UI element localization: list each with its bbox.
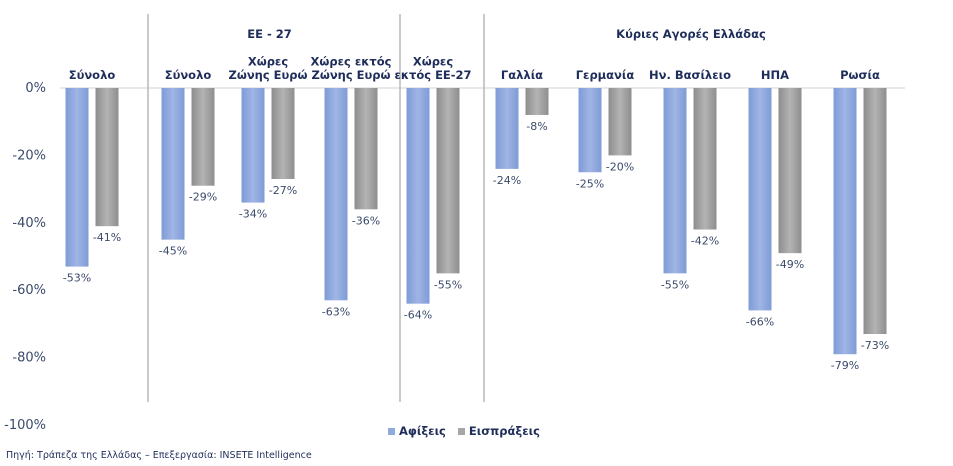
bar-arrivals: [324, 88, 348, 301]
category-label: Ην. Βασίλειο: [649, 68, 731, 82]
bar-arrivals: [663, 88, 687, 274]
data-label: -53%: [63, 272, 91, 285]
y-tick-label: -100%: [4, 418, 46, 433]
y-tick-label: -80%: [12, 351, 46, 366]
group-header: ΕΕ - 27: [247, 27, 292, 41]
legend-swatch-receipts: [457, 427, 465, 435]
category-label: Γαλλία: [501, 68, 543, 82]
legend-item-receipts: Εισπράξεις: [457, 424, 540, 438]
legend-swatch-arrivals: [388, 427, 395, 435]
bar-arrivals: [406, 88, 430, 304]
group-header: Κύριες Αγορές Ελλάδας: [616, 27, 766, 41]
category-label: Σύνολο: [165, 68, 212, 82]
bar-arrivals: [241, 88, 265, 203]
data-label: -29%: [189, 191, 217, 204]
data-label: -66%: [746, 315, 774, 328]
y-tick-label: -60%: [12, 283, 46, 298]
legend-label-arrivals: Αφίξεις: [399, 424, 446, 438]
data-label: -79%: [831, 359, 859, 372]
category-label: Ρωσία: [840, 68, 880, 82]
chart: 0% -20% -40% -60% -80% -100% ΕΕ - 27 Κύριες Αγ…: [4, 14, 905, 433]
category-label: Χώρες εκτός Ζώνης Ευρώ: [311, 55, 392, 83]
bar-arrivals: [65, 88, 89, 267]
data-label: -20%: [606, 160, 634, 173]
data-label: -73%: [861, 339, 889, 352]
data-label: -42%: [691, 235, 719, 248]
data-label: -55%: [434, 278, 462, 291]
y-tick-label: -20%: [12, 148, 46, 163]
source-note: Πηγή: Τράπεζα της Ελλάδας – Επεξεργασία:…: [6, 450, 312, 461]
data-label: -25%: [576, 177, 604, 190]
bar-arrivals: [578, 88, 602, 173]
bar-receipts: [863, 88, 887, 335]
bar-receipts: [525, 88, 549, 115]
bar-receipts: [271, 88, 295, 179]
bar-arrivals: [161, 88, 185, 240]
bar-receipts: [608, 88, 632, 156]
data-label: -24%: [493, 174, 521, 187]
y-tick-label: -40%: [12, 216, 46, 231]
category-label: ΗΠΑ: [761, 68, 789, 82]
data-label: -34%: [239, 208, 267, 221]
legend-item-arrivals: Αφίξεις: [388, 424, 446, 438]
data-label: -8%: [526, 120, 547, 133]
data-label: -41%: [93, 231, 121, 244]
bar-arrivals: [748, 88, 772, 311]
bar-arrivals: [833, 88, 857, 355]
bar-receipts: [191, 88, 215, 186]
bar-receipts: [436, 88, 460, 274]
category-label: Χώρες Ζώνης Ευρώ: [228, 55, 307, 83]
category-label: Γερμανία: [576, 68, 635, 82]
data-label: -27%: [269, 184, 297, 197]
data-label: -64%: [404, 309, 432, 322]
bar-arrivals: [495, 88, 519, 169]
bar-receipts: [778, 88, 802, 254]
data-label: -49%: [776, 258, 804, 271]
bar-receipts: [693, 88, 717, 230]
data-label: -63%: [322, 305, 350, 318]
bar-receipts: [354, 88, 378, 210]
data-label: -45%: [159, 245, 187, 258]
y-tick-label: 0%: [25, 81, 46, 96]
data-label: -55%: [661, 278, 689, 291]
category-label: Σύνολο: [69, 68, 116, 82]
category-label: Χώρες εκτός ΕΕ-27: [394, 55, 471, 83]
data-label: -36%: [352, 214, 380, 227]
bar-receipts: [95, 88, 119, 227]
legend: Αφίξεις Εισπράξεις: [388, 424, 540, 438]
legend-label-receipts: Εισπράξεις: [468, 424, 540, 438]
